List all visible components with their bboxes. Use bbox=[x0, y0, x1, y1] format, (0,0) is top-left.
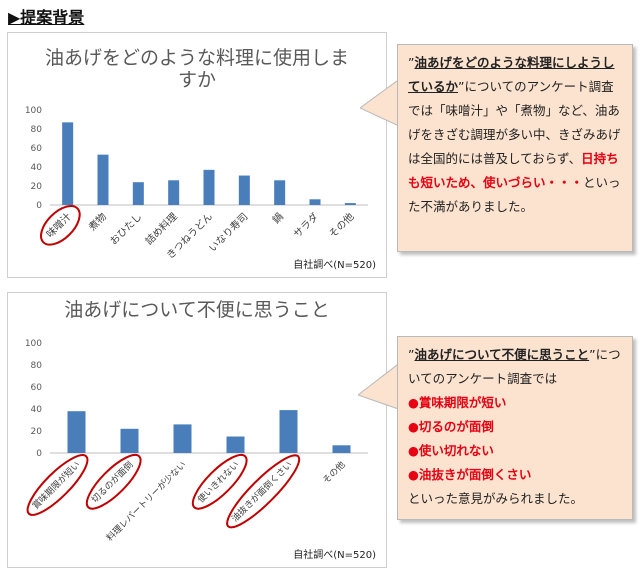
y-tick-label: 40 bbox=[31, 405, 43, 415]
bar bbox=[274, 180, 286, 205]
bar bbox=[344, 203, 356, 205]
callout-text: についてのアンケート調査では bbox=[408, 347, 621, 386]
y-tick-label: 80 bbox=[31, 361, 43, 371]
y-tick-label: 20 bbox=[31, 427, 43, 437]
y-tick-label: 60 bbox=[31, 144, 43, 154]
callout-quote-close: ” bbox=[589, 347, 596, 362]
x-tick-label: その他 bbox=[320, 459, 348, 487]
highlight-circle bbox=[40, 205, 81, 246]
x-tick-label: 煮物 bbox=[86, 210, 109, 233]
y-tick-label: 100 bbox=[25, 106, 42, 116]
bullet-item: ●賞味期限が短い bbox=[408, 395, 507, 410]
callout-usage: ”油あげをどのような料理にしようしているか”についてのアンケート調査では「味噌汁… bbox=[397, 44, 633, 252]
highlight-circle bbox=[26, 454, 89, 516]
callout-inconvenience: ”油あげについて不便に思うこと”についてのアンケート調査では ●賞味期限が短い … bbox=[397, 336, 633, 520]
bullet-item: ●切るのが面倒 bbox=[408, 419, 494, 434]
bar bbox=[226, 436, 245, 453]
chart-panel-inconvenience: 油あげについて不便に思うこと 0 20 40 60 80 100 賞味期限が短い 切るのが面倒… bbox=[7, 292, 387, 568]
x-tick-label: サラダ bbox=[291, 210, 321, 240]
y-tick-label: 40 bbox=[31, 163, 43, 173]
callout-question: 油あげについて不便に思うこと bbox=[414, 347, 590, 362]
callout-text-end: といった意見がみられました。 bbox=[408, 491, 584, 506]
y-tick-label: 0 bbox=[36, 449, 42, 459]
bar bbox=[203, 169, 215, 205]
chart-title: 油あげについて不便に思うこと bbox=[64, 299, 330, 321]
chart-title: 油あげをどのような料理に使用しま すか bbox=[8, 47, 386, 91]
callout-question: 油あげをどのような料理にしようしているか bbox=[408, 55, 615, 94]
bar bbox=[173, 424, 192, 453]
y-tick-label: 80 bbox=[31, 125, 43, 135]
chart-title-line2: すか bbox=[177, 69, 216, 91]
y-tick-label: 60 bbox=[31, 383, 43, 393]
x-tick-label: その他 bbox=[326, 210, 356, 240]
bar bbox=[238, 175, 250, 205]
bar bbox=[168, 180, 180, 205]
chart-panel-usage: 油あげをどのような料理に使用しま すか 0 20 40 60 80 100 味噌汁 煮物 おひた… bbox=[7, 32, 387, 278]
chart-title-line1: 油あげをどのような料理に使用しま bbox=[44, 47, 349, 69]
y-tick-label: 100 bbox=[25, 339, 42, 349]
section-heading: ▶提案背景 bbox=[8, 8, 85, 27]
x-tick-label: 詰め料理 bbox=[142, 210, 179, 247]
highlight-circle bbox=[191, 453, 248, 510]
bar bbox=[62, 122, 74, 205]
bar bbox=[279, 410, 298, 453]
y-tick-label: 0 bbox=[36, 201, 42, 211]
callout-text: についてのアンケート調査では「味噌汁」や「煮物」など、油あげをきざむ調理が多い中… bbox=[408, 79, 621, 166]
usage-bar-chart: 020406080100味噌汁 煮物 おひたし 詰め料理きつねうどんいなり寿司鍋サラダ… bbox=[25, 106, 368, 262]
bar bbox=[132, 182, 144, 205]
callout-quote-close: ” bbox=[458, 79, 465, 94]
bar bbox=[309, 199, 321, 205]
callout-quote-open: ” bbox=[408, 55, 415, 70]
bar bbox=[332, 445, 351, 453]
bar bbox=[120, 428, 139, 453]
bullet-item: ●使い切れない bbox=[408, 443, 494, 458]
highlight-circle bbox=[85, 453, 142, 510]
y-tick-label: 20 bbox=[31, 182, 43, 192]
source-note: 自社調べ(N=520) bbox=[293, 260, 376, 271]
x-tick-label: 鍋 bbox=[270, 210, 286, 226]
x-tick-label: おひたし bbox=[108, 211, 145, 248]
callout-quote-open: ” bbox=[408, 347, 415, 362]
bar bbox=[97, 154, 109, 205]
callout-text-end: といった不満がありました。 bbox=[408, 175, 621, 214]
bar bbox=[67, 411, 86, 453]
bullet-item: ●油抜きが面倒くさい bbox=[408, 467, 532, 482]
highlight-circle bbox=[226, 454, 301, 529]
source-note: 自社調べ(N=520) bbox=[293, 550, 376, 561]
callout-highlight: 日持ちも短いため、使いづらい・・・ bbox=[408, 151, 619, 190]
